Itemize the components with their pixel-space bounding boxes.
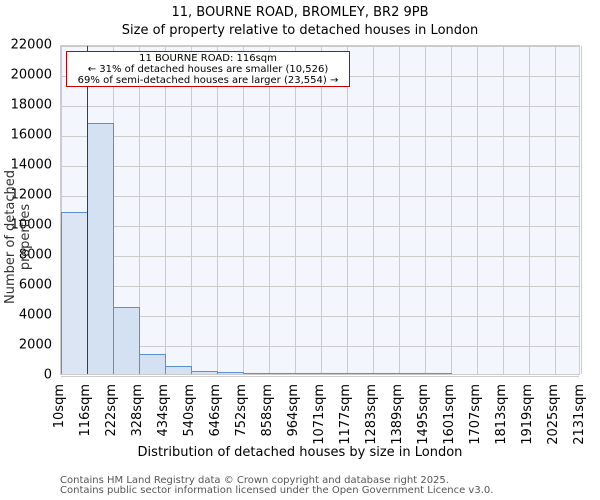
h-gridline (61, 286, 579, 287)
v-gridline (555, 46, 556, 374)
v-gridline (373, 46, 374, 374)
property-marker-line (87, 46, 88, 374)
y-tick-label: 4000 (18, 307, 52, 323)
histogram-bar (217, 372, 244, 374)
x-tick-label: 10sqm (52, 384, 67, 429)
histogram-bar (61, 212, 88, 374)
y-tick-label: 0 (43, 367, 52, 383)
h-gridline (61, 136, 579, 137)
y-tick-label: 18000 (10, 97, 52, 113)
chart-title: 11, BOURNE ROAD, BROMLEY, BR2 9PB (171, 5, 429, 20)
footer-copyright: Contains HM Land Registry data © Crown c… (60, 475, 449, 486)
y-tick-label: 8000 (18, 247, 52, 263)
v-gridline (295, 46, 296, 374)
y-tick-label: 20000 (10, 67, 52, 83)
x-tick-label: 964sqm (286, 384, 301, 437)
x-tick-label: 116sqm (78, 384, 93, 437)
y-axis-label: Number of detached properties (3, 170, 33, 304)
x-tick-label: 434sqm (156, 384, 171, 437)
v-gridline (529, 46, 530, 374)
x-tick-label: 646sqm (208, 384, 223, 437)
histogram-bar (191, 371, 218, 374)
chart-subtitle: Size of property relative to detached ho… (121, 23, 479, 38)
v-gridline (61, 46, 62, 374)
v-gridline (581, 46, 582, 374)
x-tick-label: 328sqm (130, 384, 145, 437)
x-axis-label: Distribution of detached houses by size … (137, 445, 463, 460)
x-tick-label: 1389sqm (390, 384, 405, 445)
x-tick-label: 2131sqm (572, 384, 587, 445)
histogram-bar (373, 373, 400, 374)
y-tick-label: 2000 (18, 337, 52, 353)
v-gridline (321, 46, 322, 374)
histogram-bar (269, 373, 296, 374)
v-gridline (503, 46, 504, 374)
y-tick-label: 10000 (10, 217, 52, 233)
x-tick-label: 1071sqm (312, 384, 327, 445)
v-gridline (425, 46, 426, 374)
footer-licence: Contains public sector information licen… (60, 485, 494, 496)
v-gridline (399, 46, 400, 374)
v-gridline (191, 46, 192, 374)
histogram-bar (165, 366, 192, 374)
h-gridline (61, 316, 579, 317)
property-annotation: 11 BOURNE ROAD: 116sqm ← 31% of detached… (66, 51, 350, 87)
annotation-line-2: ← 31% of detached houses are smaller (10… (87, 64, 329, 75)
x-tick-label: 2025sqm (546, 384, 561, 445)
y-tick-label: 6000 (18, 277, 52, 293)
plot-area (60, 45, 582, 377)
x-tick-label: 1813sqm (494, 384, 509, 445)
x-tick-label: 1283sqm (364, 384, 379, 445)
y-tick-label: 12000 (10, 187, 52, 203)
x-tick-label: 540sqm (182, 384, 197, 437)
v-gridline (477, 46, 478, 374)
v-gridline (269, 46, 270, 374)
x-tick-label: 222sqm (104, 384, 119, 437)
v-gridline (217, 46, 218, 374)
histogram-bar (113, 306, 140, 374)
y-tick-label: 14000 (10, 157, 52, 173)
h-gridline (61, 46, 579, 47)
y-tick-label: 16000 (10, 127, 52, 143)
histogram-bar (243, 373, 270, 374)
x-tick-label: 1177sqm (338, 384, 353, 445)
v-gridline (165, 46, 166, 374)
h-gridline (61, 376, 579, 377)
histogram-bar (347, 373, 374, 374)
annotation-line-1: 11 BOURNE ROAD: 116sqm (139, 53, 277, 64)
v-gridline (347, 46, 348, 374)
y-tick-label: 22000 (10, 37, 52, 53)
x-tick-label: 1601sqm (442, 384, 457, 445)
h-gridline (61, 166, 579, 167)
v-gridline (139, 46, 140, 374)
h-gridline (61, 106, 579, 107)
v-gridline (243, 46, 244, 374)
h-gridline (61, 196, 579, 197)
x-tick-label: 1495sqm (416, 384, 431, 445)
h-gridline (61, 346, 579, 347)
x-tick-label: 1707sqm (468, 384, 483, 445)
x-tick-label: 858sqm (260, 384, 275, 437)
h-gridline (61, 256, 579, 257)
x-tick-label: 1919sqm (520, 384, 535, 445)
x-tick-label: 752sqm (234, 384, 249, 437)
histogram-bar (321, 373, 348, 374)
annotation-line-3: 69% of semi-detached houses are larger (… (77, 75, 339, 86)
histogram-bar (425, 373, 452, 374)
h-gridline (61, 226, 579, 227)
v-gridline (451, 46, 452, 374)
histogram-bar (87, 122, 114, 374)
histogram-bar (139, 354, 166, 374)
histogram-bar (399, 373, 426, 374)
histogram-bar (295, 373, 322, 374)
